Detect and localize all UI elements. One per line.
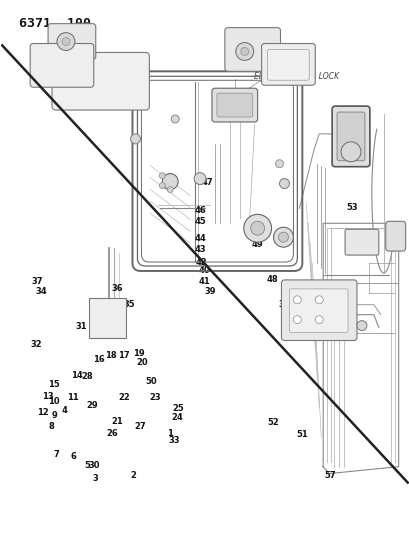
Circle shape (315, 316, 322, 324)
Circle shape (240, 47, 248, 55)
Text: 43: 43 (194, 245, 205, 254)
FancyBboxPatch shape (267, 50, 308, 80)
Circle shape (167, 187, 173, 192)
Text: 22: 22 (118, 393, 130, 402)
Text: 46: 46 (194, 206, 205, 215)
Text: 50: 50 (145, 377, 157, 386)
FancyBboxPatch shape (216, 93, 252, 117)
Text: 53: 53 (346, 203, 357, 212)
Circle shape (315, 296, 322, 304)
Bar (89, 298, 125, 337)
FancyBboxPatch shape (211, 88, 257, 122)
Text: 49: 49 (251, 240, 262, 249)
Text: 32: 32 (30, 341, 42, 349)
Circle shape (250, 221, 264, 235)
Text: 47: 47 (201, 179, 212, 188)
Text: 8: 8 (48, 422, 54, 431)
Circle shape (278, 232, 288, 242)
Text: 37: 37 (31, 277, 43, 286)
Text: 21: 21 (111, 417, 123, 425)
Text: 18: 18 (105, 351, 117, 360)
Text: 23: 23 (149, 393, 161, 402)
Text: 6371  100: 6371 100 (19, 17, 91, 30)
FancyBboxPatch shape (344, 229, 378, 255)
Text: 52: 52 (267, 418, 279, 427)
Circle shape (193, 173, 205, 184)
FancyBboxPatch shape (385, 221, 405, 251)
FancyBboxPatch shape (52, 52, 149, 110)
Text: 57: 57 (324, 471, 335, 480)
FancyBboxPatch shape (48, 23, 96, 59)
Text: 2: 2 (130, 471, 136, 480)
Text: 27: 27 (135, 422, 146, 431)
Text: 33: 33 (168, 435, 180, 445)
FancyBboxPatch shape (331, 106, 369, 167)
Text: 34: 34 (36, 287, 47, 296)
Circle shape (243, 214, 271, 242)
Circle shape (130, 134, 140, 144)
FancyBboxPatch shape (289, 289, 347, 333)
Text: 15: 15 (47, 379, 59, 389)
Text: 38: 38 (278, 300, 290, 309)
Circle shape (293, 316, 301, 324)
Text: 42: 42 (196, 258, 207, 266)
Circle shape (159, 183, 165, 189)
Text: 9: 9 (51, 411, 57, 421)
Circle shape (57, 33, 75, 51)
Text: 11: 11 (67, 393, 79, 402)
Text: 4: 4 (61, 406, 67, 415)
FancyBboxPatch shape (224, 28, 280, 71)
Text: 14: 14 (71, 371, 82, 380)
Text: 36: 36 (111, 284, 123, 293)
Text: 56: 56 (43, 65, 55, 74)
Circle shape (340, 142, 360, 161)
Text: 20: 20 (136, 358, 147, 367)
Text: 25: 25 (172, 404, 184, 413)
Circle shape (159, 173, 165, 179)
FancyBboxPatch shape (336, 112, 364, 161)
Text: 29: 29 (86, 401, 97, 410)
Text: 16: 16 (93, 354, 105, 364)
Text: 3: 3 (92, 474, 98, 483)
FancyBboxPatch shape (261, 44, 315, 85)
Text: 39: 39 (204, 287, 215, 296)
Text: 24: 24 (171, 414, 183, 423)
Text: 10: 10 (48, 397, 60, 406)
Text: 40: 40 (198, 266, 209, 275)
Text: 26: 26 (106, 429, 118, 438)
Text: 30: 30 (88, 461, 100, 470)
Text: 13: 13 (42, 392, 54, 401)
FancyBboxPatch shape (30, 44, 94, 87)
Circle shape (279, 179, 289, 189)
Text: 41: 41 (198, 277, 209, 286)
Circle shape (162, 174, 178, 190)
Text: 12: 12 (37, 408, 49, 417)
Text: 7: 7 (53, 450, 59, 459)
Text: 1: 1 (167, 429, 173, 438)
Circle shape (62, 37, 70, 45)
Text: 19: 19 (133, 349, 144, 358)
Text: ELECTRIC DOOR LOCK: ELECTRIC DOOR LOCK (254, 72, 338, 82)
Circle shape (356, 321, 366, 330)
Text: 5: 5 (84, 461, 90, 470)
FancyBboxPatch shape (281, 280, 356, 341)
Text: 48: 48 (266, 275, 277, 284)
Circle shape (275, 160, 283, 168)
Text: 28: 28 (81, 372, 92, 381)
Text: 54: 54 (350, 233, 362, 242)
Circle shape (293, 296, 301, 304)
Text: 31: 31 (75, 322, 86, 332)
Text: 45: 45 (194, 217, 205, 226)
Text: 17: 17 (117, 351, 129, 360)
Text: 51: 51 (295, 430, 307, 439)
Text: 35: 35 (124, 300, 135, 309)
Circle shape (273, 227, 293, 247)
Text: 44: 44 (194, 235, 205, 244)
Text: 55: 55 (125, 76, 137, 85)
Circle shape (235, 43, 253, 60)
Text: 6: 6 (71, 451, 76, 461)
Circle shape (171, 115, 179, 123)
